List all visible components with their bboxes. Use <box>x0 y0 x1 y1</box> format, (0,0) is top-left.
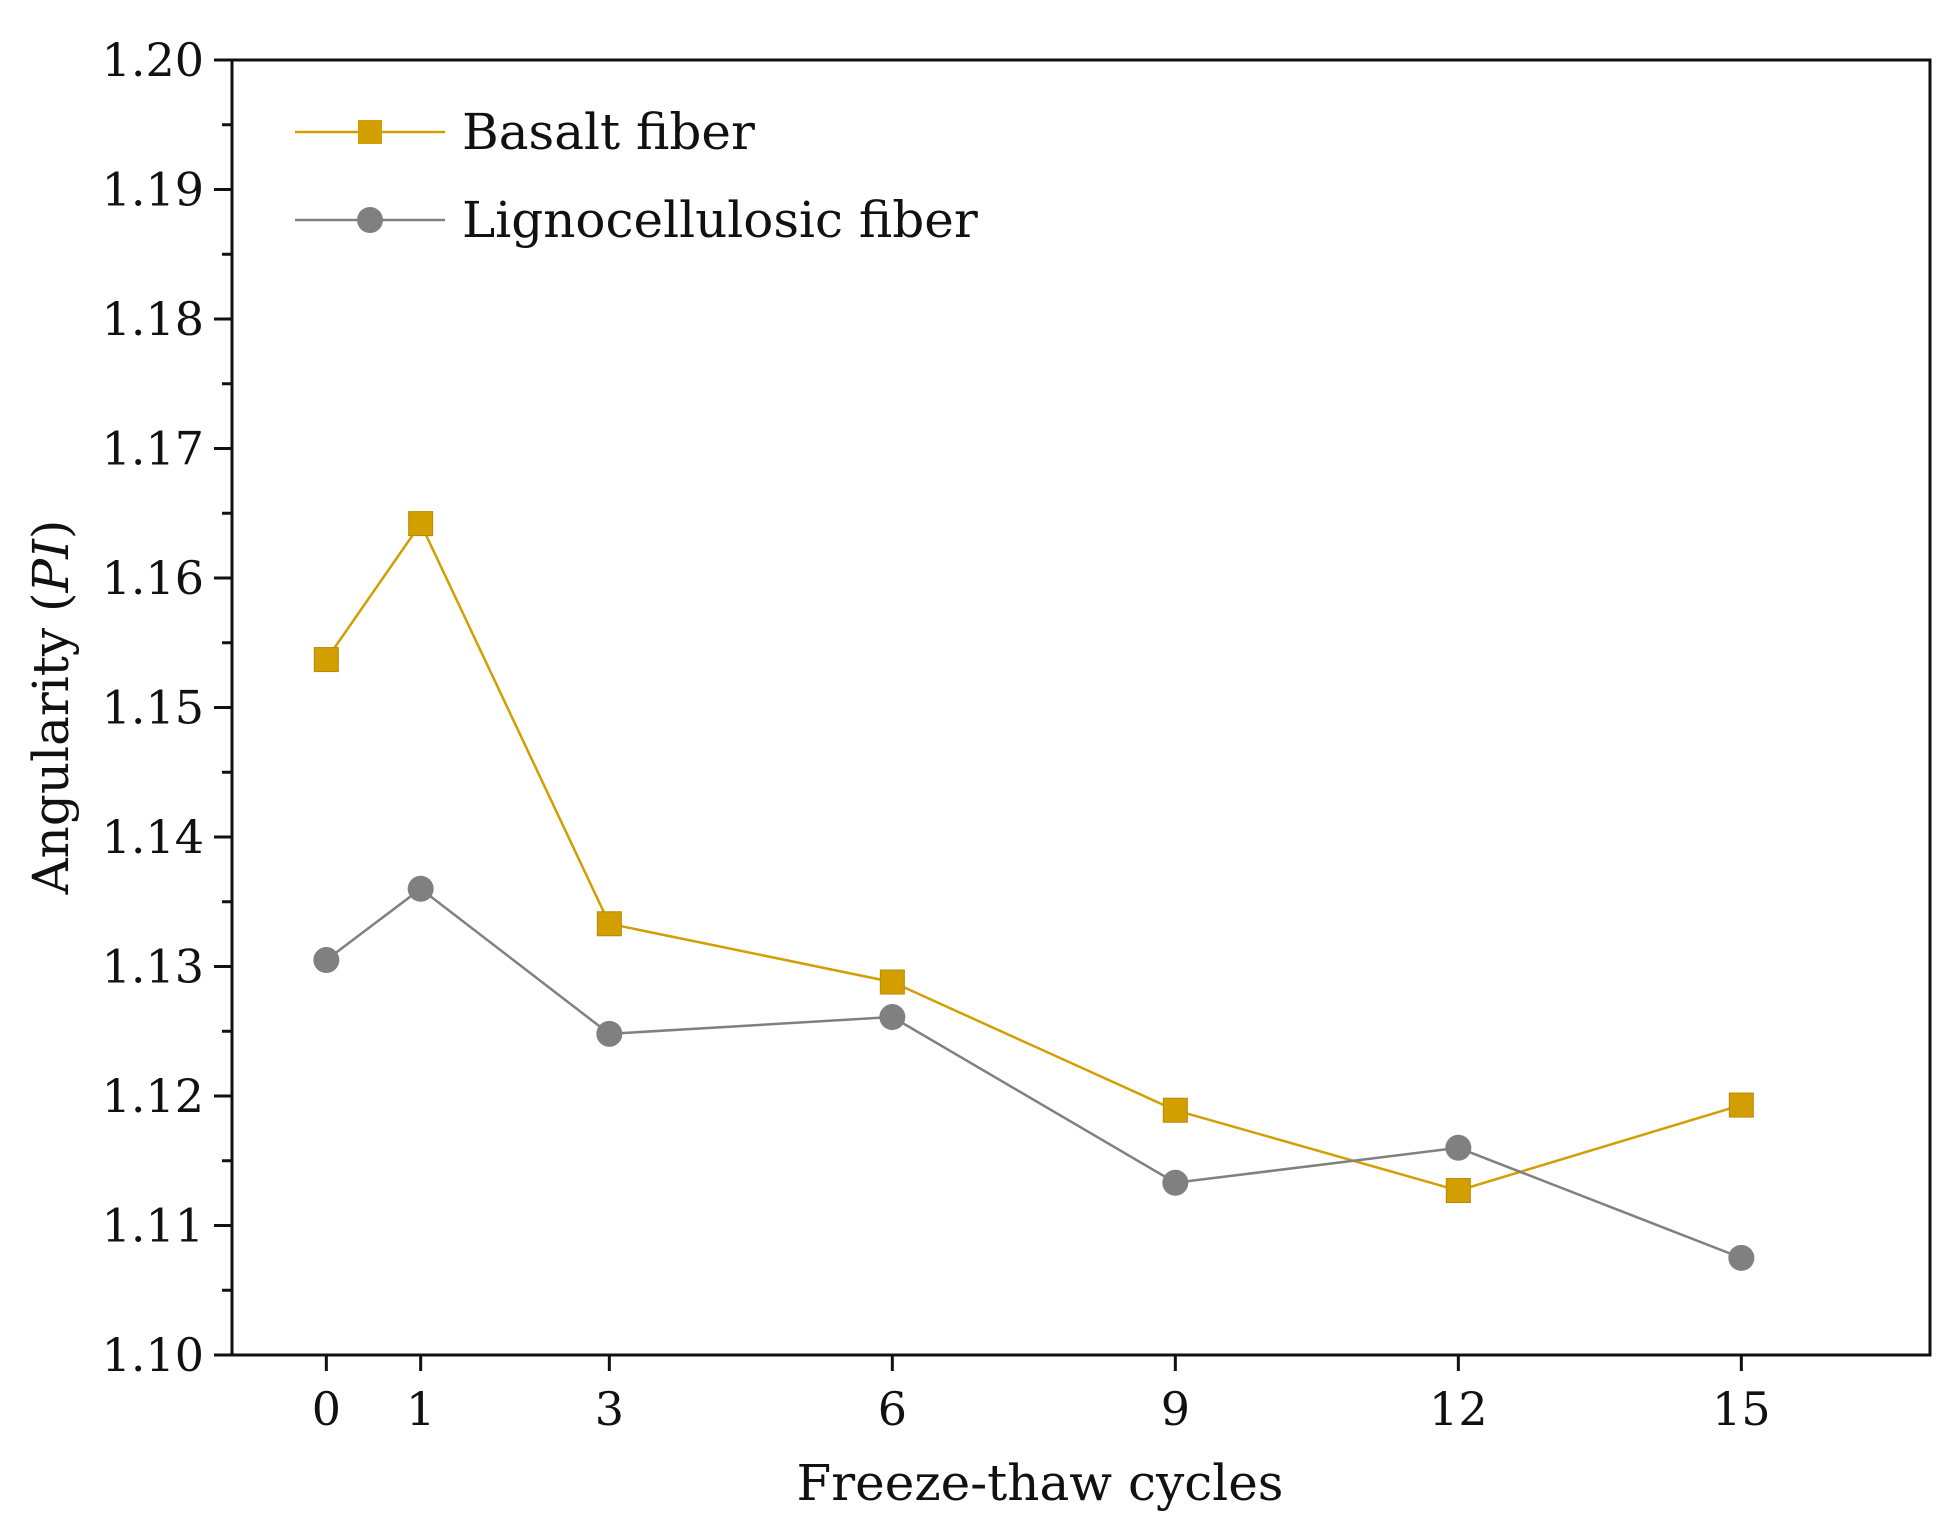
legend-item: Basalt fiber <box>295 103 755 161</box>
x-tick-label: 6 <box>878 1382 907 1436</box>
data-point <box>1445 1134 1472 1161</box>
x-tick-label: 1 <box>406 1382 435 1436</box>
legend-item: Lignocellulosic fiber <box>295 191 978 249</box>
y-axis-label: Angularity (PI) <box>22 520 80 896</box>
y-axis-label-italic: PI <box>22 538 80 594</box>
data-point <box>879 969 905 995</box>
x-tick-label: 3 <box>595 1382 624 1436</box>
series-lignocellulosic-fiber <box>313 875 1755 1271</box>
data-point <box>1728 1092 1754 1118</box>
data-point <box>596 911 622 937</box>
legend-marker <box>358 120 382 144</box>
data-point <box>1728 1244 1755 1271</box>
y-tick-label: 1.15 <box>102 681 204 735</box>
series-layer <box>313 511 1755 1271</box>
legend-marker <box>357 207 383 233</box>
data-point <box>1162 1097 1188 1123</box>
y-tick-label: 1.12 <box>102 1069 204 1123</box>
data-point <box>879 1004 906 1031</box>
y-tick-label: 1.16 <box>102 551 204 605</box>
data-point <box>408 511 434 537</box>
y-tick-label: 1.11 <box>102 1199 204 1253</box>
y-tick-label: 1.17 <box>102 422 204 476</box>
y-axis-ticks: 1.10 1.11 1.12 1.13 1.14 1.15 1.16 1.17 1.18 1.19… <box>102 33 232 1382</box>
legend-label: Basalt fiber <box>462 103 755 161</box>
x-tick-label: 9 <box>1161 1382 1190 1436</box>
data-point <box>596 1020 623 1047</box>
y-tick-label: 1.14 <box>102 810 204 864</box>
x-tick-label: 15 <box>1712 1382 1771 1436</box>
x-axis-label: Freeze-thaw cycles <box>797 1454 1284 1512</box>
y-tick-label: 1.13 <box>102 940 204 994</box>
x-axis-ticks: 0 1 3 6 9 12 15 <box>312 1355 1771 1436</box>
data-point <box>313 947 340 974</box>
x-tick-label: 0 <box>312 1382 341 1436</box>
y-tick-label: 1.20 <box>102 33 204 87</box>
legend: Basalt fiber Lignocellulosic fiber <box>295 103 978 249</box>
data-point <box>313 647 339 673</box>
legend-label: Lignocellulosic fiber <box>462 191 978 249</box>
plot-area <box>230 58 1932 1357</box>
x-tick-label: 12 <box>1429 1382 1488 1436</box>
y-axis-label-prefix: Angularity ( <box>22 592 80 895</box>
y-tick-label: 1.10 <box>102 1328 204 1382</box>
data-point <box>1162 1169 1189 1196</box>
series-basalt-fiber <box>313 511 1754 1204</box>
y-axis-label-suffix: ) <box>22 520 80 540</box>
y-tick-label: 1.19 <box>102 163 204 217</box>
data-point <box>1445 1178 1471 1204</box>
data-point <box>407 875 434 902</box>
y-tick-label: 1.18 <box>102 292 204 346</box>
